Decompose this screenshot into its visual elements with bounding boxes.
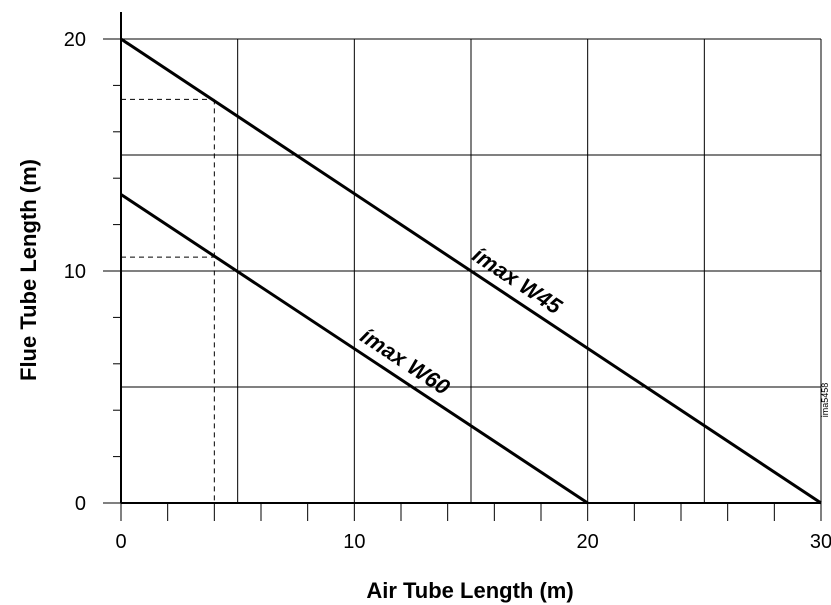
y-tick-label: 10 <box>64 261 86 283</box>
series-lines <box>120 37 822 505</box>
y-tick-label: 0 <box>75 493 86 515</box>
x-tick-label: 20 <box>577 531 599 553</box>
series-label-w60: ímax W60 <box>356 323 455 400</box>
reference-lines <box>121 98 215 503</box>
side-note: ima5458 <box>820 383 830 418</box>
series-label-w45: ímax W45 <box>468 242 567 319</box>
x-tick-label: 0 <box>115 531 126 553</box>
tick-labels: 0 10 20 30 0 10 20 <box>64 29 831 553</box>
y-axis-title: Flue Tube Length (m) <box>16 159 41 381</box>
axes <box>103 12 822 521</box>
y-tick-label: 20 <box>64 29 86 51</box>
x-tick-label: 30 <box>810 531 831 553</box>
x-tick-label: 10 <box>343 531 365 553</box>
series-line-w45 <box>120 37 822 505</box>
x-axis-title: Air Tube Length (m) <box>366 578 573 603</box>
grid-lines <box>121 38 822 503</box>
series-line-w60 <box>120 193 589 505</box>
